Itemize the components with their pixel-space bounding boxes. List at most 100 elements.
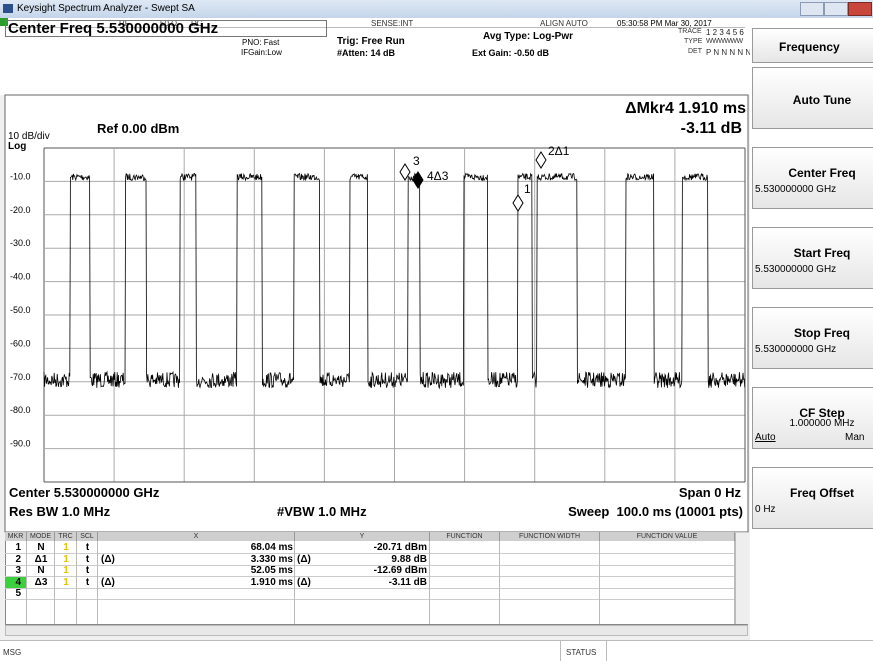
- avg-type: Avg Type: Log-Pwr: [483, 31, 573, 42]
- table-cell: N: [37, 565, 45, 576]
- table-cell: Δ1: [34, 553, 48, 565]
- marker-label: 2Δ1: [548, 144, 570, 158]
- table-cell: 1.910 ms: [250, 576, 293, 588]
- marker-table: [5, 532, 748, 625]
- msg: MSG: [3, 648, 22, 657]
- ref-level: Ref 0.00 dBm: [97, 121, 179, 136]
- column-header: MODE: [27, 532, 55, 541]
- marker-diamond: [399, 163, 411, 181]
- y-axis-label: -40.0: [10, 272, 31, 282]
- column-line: [599, 541, 600, 624]
- marker-diamond: [535, 151, 547, 169]
- app-icon: [3, 4, 13, 13]
- table-cell: t: [85, 576, 90, 588]
- pno: PNO: Fast: [242, 38, 280, 47]
- table-cell: 1: [63, 576, 69, 588]
- align: ALIGN AUTO: [540, 19, 588, 28]
- title-bar: [0, 0, 873, 18]
- marker-label: 4Δ3: [427, 169, 449, 183]
- y-axis-label: -60.0: [10, 338, 31, 348]
- column-line: [97, 541, 98, 624]
- y-axis-label: -90.0: [10, 439, 31, 449]
- marker-value: -3.11 dB: [681, 120, 742, 137]
- softkey-label: Freq Offset: [789, 486, 854, 500]
- column-header: MKR: [5, 532, 27, 541]
- row-line: [5, 553, 735, 554]
- center-label: Center 5.530000000 GHz: [9, 485, 160, 500]
- column-header: FUNCTION: [430, 532, 500, 541]
- softkey-value: 5.530000000 GHz: [755, 264, 837, 275]
- table-cell: 52.05 ms: [250, 565, 293, 576]
- softkey[interactable]: CF Step 1.000000 MHz Auto Man: [752, 387, 873, 449]
- span-label: Span 0 Hz: [679, 485, 742, 500]
- softkey-label: Start Freq: [793, 246, 851, 260]
- bottom-bar: [0, 640, 873, 661]
- column-line: [734, 541, 735, 624]
- type-label: TYPE: [684, 38, 703, 45]
- maximize-button[interactable]: [824, 2, 848, 16]
- softkey[interactable]: Start Freq 5.530000000 GHz: [752, 227, 873, 289]
- type-values: WWWWWW: [706, 38, 743, 45]
- header-area: [0, 18, 750, 95]
- softkey[interactable]: Auto Tune: [752, 67, 873, 129]
- trace-label: TRACE: [678, 28, 702, 35]
- table-cell: 2: [15, 553, 21, 565]
- ext-gain: Ext Gain: -0.50 dB: [472, 48, 550, 58]
- table-cell: -3.11 dB: [388, 576, 427, 588]
- active-marker: [5, 576, 27, 588]
- row-line: [5, 587, 735, 589]
- column-header: FUNCTION WIDTH: [500, 532, 600, 541]
- table-cell: (Δ): [101, 576, 115, 588]
- close-button[interactable]: [848, 2, 872, 16]
- table-cell: 9.88 dB: [391, 553, 427, 565]
- softkey[interactable]: Freq Offset 0 Hz: [752, 467, 873, 529]
- column-header: SCL: [77, 532, 98, 541]
- y-axis-label: -20.0: [10, 205, 31, 215]
- softkey-label: Auto Tune: [792, 93, 852, 107]
- table-cell: t: [85, 553, 90, 565]
- softkey-value: 5.530000000 GHz: [755, 184, 837, 195]
- softkey-value: 0 Hz: [755, 504, 776, 515]
- softkey-value: 5.530000000 GHz: [755, 344, 837, 355]
- status-box: [560, 641, 607, 661]
- table-cell: (Δ): [101, 553, 115, 565]
- y-axis-label: -70.0: [10, 372, 31, 382]
- plot-area: ΔMkr4 1.910 ms -3.11 dB 10 dB/div Log Re…: [4, 94, 749, 533]
- softkey-option: Man: [845, 432, 865, 443]
- y-axis-label: -30.0: [10, 238, 31, 248]
- horizontal-scrollbar[interactable]: [5, 625, 748, 636]
- menu-title-box: [752, 28, 873, 63]
- table-cell: 1: [15, 542, 21, 553]
- row-line: [5, 599, 735, 600]
- menu-title: Frequency: [779, 40, 840, 54]
- column-line: [499, 541, 500, 624]
- vbw: #VBW 1.0 MHz: [277, 504, 367, 519]
- status-indicator: [0, 18, 8, 26]
- marker-diamond: [512, 194, 524, 212]
- softkey[interactable]: Center Freq 5.530000000 GHz: [752, 147, 873, 209]
- window-title: Keysight Spectrum Analyzer - Swept SA: [17, 3, 195, 14]
- marker-label: 3: [413, 154, 420, 168]
- scale: 10 dB/div: [8, 131, 50, 142]
- minimize-button[interactable]: [800, 2, 824, 16]
- impedance: 50 Ω: [160, 19, 178, 28]
- table-cell: -12.69 dBm: [373, 565, 427, 576]
- det-values: P N N N N N: [706, 48, 752, 57]
- center-freq-entry[interactable]: Center Freq 5.530000000 GHz: [5, 20, 327, 37]
- table-cell: 3: [15, 565, 21, 576]
- softkey-label: Stop Freq: [794, 326, 850, 340]
- table-cell: 68.04 ms: [250, 542, 293, 553]
- marker-label: 1: [524, 182, 531, 196]
- vertical-scrollbar: [735, 533, 748, 624]
- sense: SENSE:INT: [371, 19, 414, 28]
- softkey-option: Auto: [755, 432, 776, 443]
- softkey-value: 1.000000 MHz: [789, 418, 855, 429]
- table-cell: 1: [63, 553, 69, 565]
- coupling: DC: [191, 19, 203, 28]
- trig: Trig: Free Run: [337, 36, 405, 47]
- column-line: [429, 541, 430, 624]
- softkey-label: Center Freq: [788, 166, 856, 180]
- y-axis-label: -80.0: [10, 405, 31, 415]
- softkey[interactable]: Stop Freq 5.530000000 GHz: [752, 307, 873, 369]
- table-cell: 1: [63, 542, 69, 553]
